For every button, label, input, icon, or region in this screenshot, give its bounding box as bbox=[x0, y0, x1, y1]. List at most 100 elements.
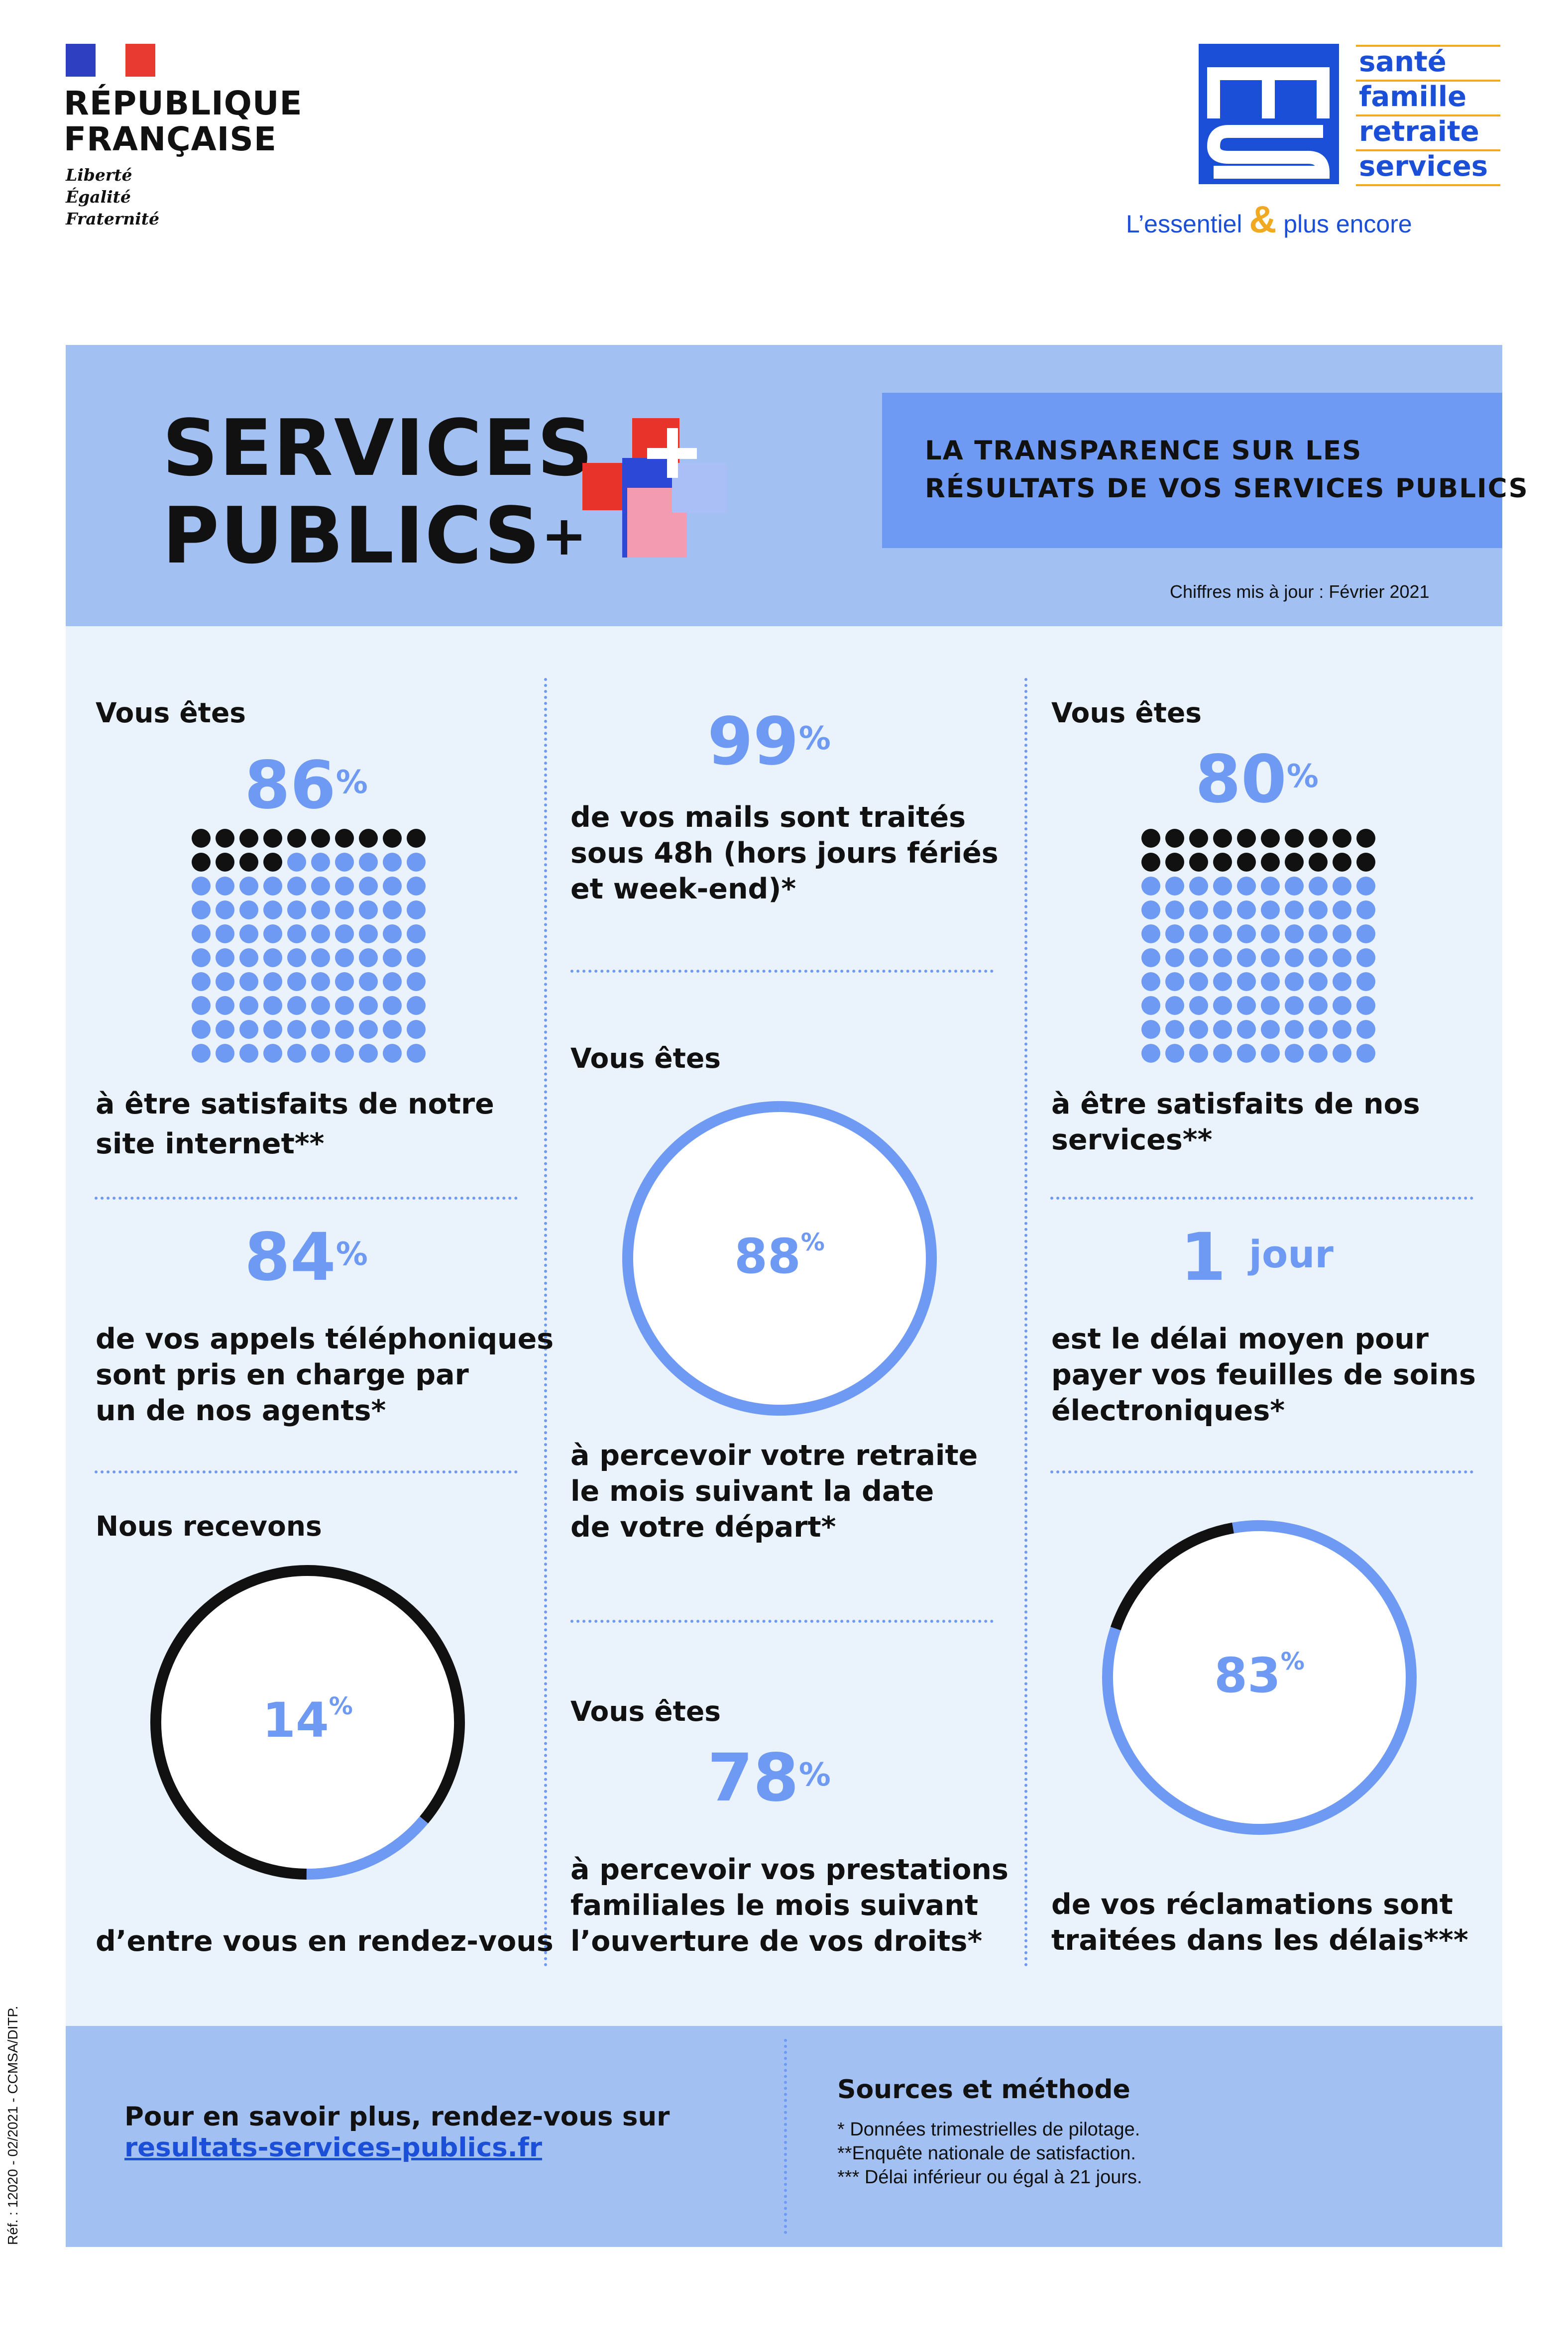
dot bbox=[216, 829, 234, 848]
dot bbox=[407, 829, 426, 848]
dot bbox=[1309, 900, 1328, 919]
dot bbox=[216, 924, 234, 943]
ring-segment-rest bbox=[1110, 1522, 1234, 1631]
dot bbox=[383, 829, 402, 848]
dot bbox=[311, 853, 330, 872]
dot bbox=[1165, 1020, 1184, 1039]
dot bbox=[1261, 829, 1280, 848]
dot bbox=[192, 972, 211, 991]
dot bbox=[1213, 853, 1232, 872]
dot bbox=[1213, 829, 1232, 848]
divider-mid-1 bbox=[570, 970, 994, 973]
dot bbox=[1189, 877, 1208, 896]
dot bbox=[287, 877, 306, 896]
dot bbox=[1213, 1044, 1232, 1063]
dot bbox=[1141, 1044, 1160, 1063]
appointments-ring-chart bbox=[150, 1565, 465, 1880]
dot bbox=[1285, 900, 1304, 919]
dot bbox=[335, 853, 354, 872]
dot bbox=[1285, 996, 1304, 1015]
dot bbox=[311, 829, 330, 848]
services-text-line2: services** bbox=[1051, 1123, 1213, 1156]
dot bbox=[1237, 900, 1256, 919]
dot bbox=[1333, 924, 1351, 943]
dot bbox=[1261, 853, 1280, 872]
dot bbox=[1309, 1044, 1328, 1063]
title-services: SERVICES bbox=[162, 403, 594, 493]
dot bbox=[263, 924, 282, 943]
dot bbox=[192, 1044, 211, 1063]
retirement-text-line2: le mois suivant la date bbox=[570, 1475, 934, 1508]
dot bbox=[192, 996, 211, 1015]
dot bbox=[239, 948, 258, 967]
motto-fraternite: Fraternité bbox=[66, 209, 160, 228]
dot bbox=[359, 996, 378, 1015]
mails-text-line3: et week-end)* bbox=[570, 873, 796, 905]
retirement-ring-chart bbox=[622, 1101, 937, 1416]
msa-ampersand: & bbox=[1249, 199, 1277, 241]
dot bbox=[359, 900, 378, 919]
dot bbox=[239, 853, 258, 872]
results-link[interactable]: resultats-services-publics.fr bbox=[124, 2132, 542, 2163]
dot bbox=[1285, 924, 1304, 943]
dot bbox=[239, 1020, 258, 1039]
dot bbox=[1333, 1044, 1351, 1063]
appointments-text-line1: d’entre vous en rendez-vous bbox=[96, 1925, 554, 1958]
services-lead: Vous êtes bbox=[1051, 697, 1202, 729]
dot bbox=[1237, 996, 1256, 1015]
dot bbox=[1285, 1044, 1304, 1063]
dot bbox=[1213, 972, 1232, 991]
dot bbox=[263, 829, 282, 848]
dot bbox=[1141, 829, 1160, 848]
dot bbox=[1213, 1020, 1232, 1039]
dot bbox=[383, 924, 402, 943]
dot bbox=[1213, 900, 1232, 919]
msa-word-services: services bbox=[1359, 150, 1488, 183]
dot bbox=[335, 996, 354, 1015]
motto-egalite: Égalité bbox=[66, 187, 131, 207]
dot bbox=[1356, 877, 1375, 896]
dot bbox=[1309, 877, 1328, 896]
dot bbox=[335, 900, 354, 919]
dot bbox=[359, 853, 378, 872]
dot bbox=[239, 996, 258, 1015]
website-dot-matrix bbox=[192, 829, 426, 1063]
dot bbox=[192, 924, 211, 943]
footer-more-text: Pour en savoir plus, rendez-vous sur bbox=[124, 2102, 670, 2132]
divider-left-1 bbox=[95, 1197, 518, 1200]
subtitle-box bbox=[882, 393, 1502, 548]
dot bbox=[383, 877, 402, 896]
dot bbox=[1237, 948, 1256, 967]
dot bbox=[335, 1020, 354, 1039]
dot bbox=[1285, 1020, 1304, 1039]
footer-divider bbox=[784, 2039, 787, 2234]
dot bbox=[1333, 829, 1351, 848]
dot bbox=[192, 948, 211, 967]
ring-segment-value bbox=[622, 1101, 937, 1416]
family-text-line3: l’ouverture de vos droits* bbox=[570, 1925, 983, 1958]
column-divider-2 bbox=[1024, 678, 1027, 1967]
dot bbox=[383, 972, 402, 991]
dot bbox=[263, 900, 282, 919]
mails-percentage: 99% bbox=[707, 703, 831, 780]
dot bbox=[1165, 877, 1184, 896]
dot bbox=[311, 996, 330, 1015]
ring-segment-rest bbox=[150, 1565, 465, 1880]
reference-code: Réf. : 12020 - 02/2021 - CCMSA/DITP. bbox=[5, 2006, 20, 2245]
services-text-line1: à être satisfaits de nos bbox=[1051, 1088, 1420, 1120]
dot bbox=[1165, 829, 1184, 848]
dot bbox=[1261, 900, 1280, 919]
website-lead: Vous êtes bbox=[96, 697, 246, 729]
retirement-percentage: 88% bbox=[734, 1229, 825, 1284]
claims-percentage: 83% bbox=[1214, 1648, 1305, 1703]
ring-segment-value bbox=[1102, 1520, 1417, 1835]
dot bbox=[383, 1020, 402, 1039]
dot bbox=[1285, 853, 1304, 872]
dot bbox=[239, 829, 258, 848]
dot bbox=[1333, 948, 1351, 967]
dot bbox=[383, 948, 402, 967]
title-publics: PUBLICS+ bbox=[162, 490, 588, 581]
dot bbox=[1333, 853, 1351, 872]
dot bbox=[1141, 900, 1160, 919]
dot bbox=[1237, 1044, 1256, 1063]
